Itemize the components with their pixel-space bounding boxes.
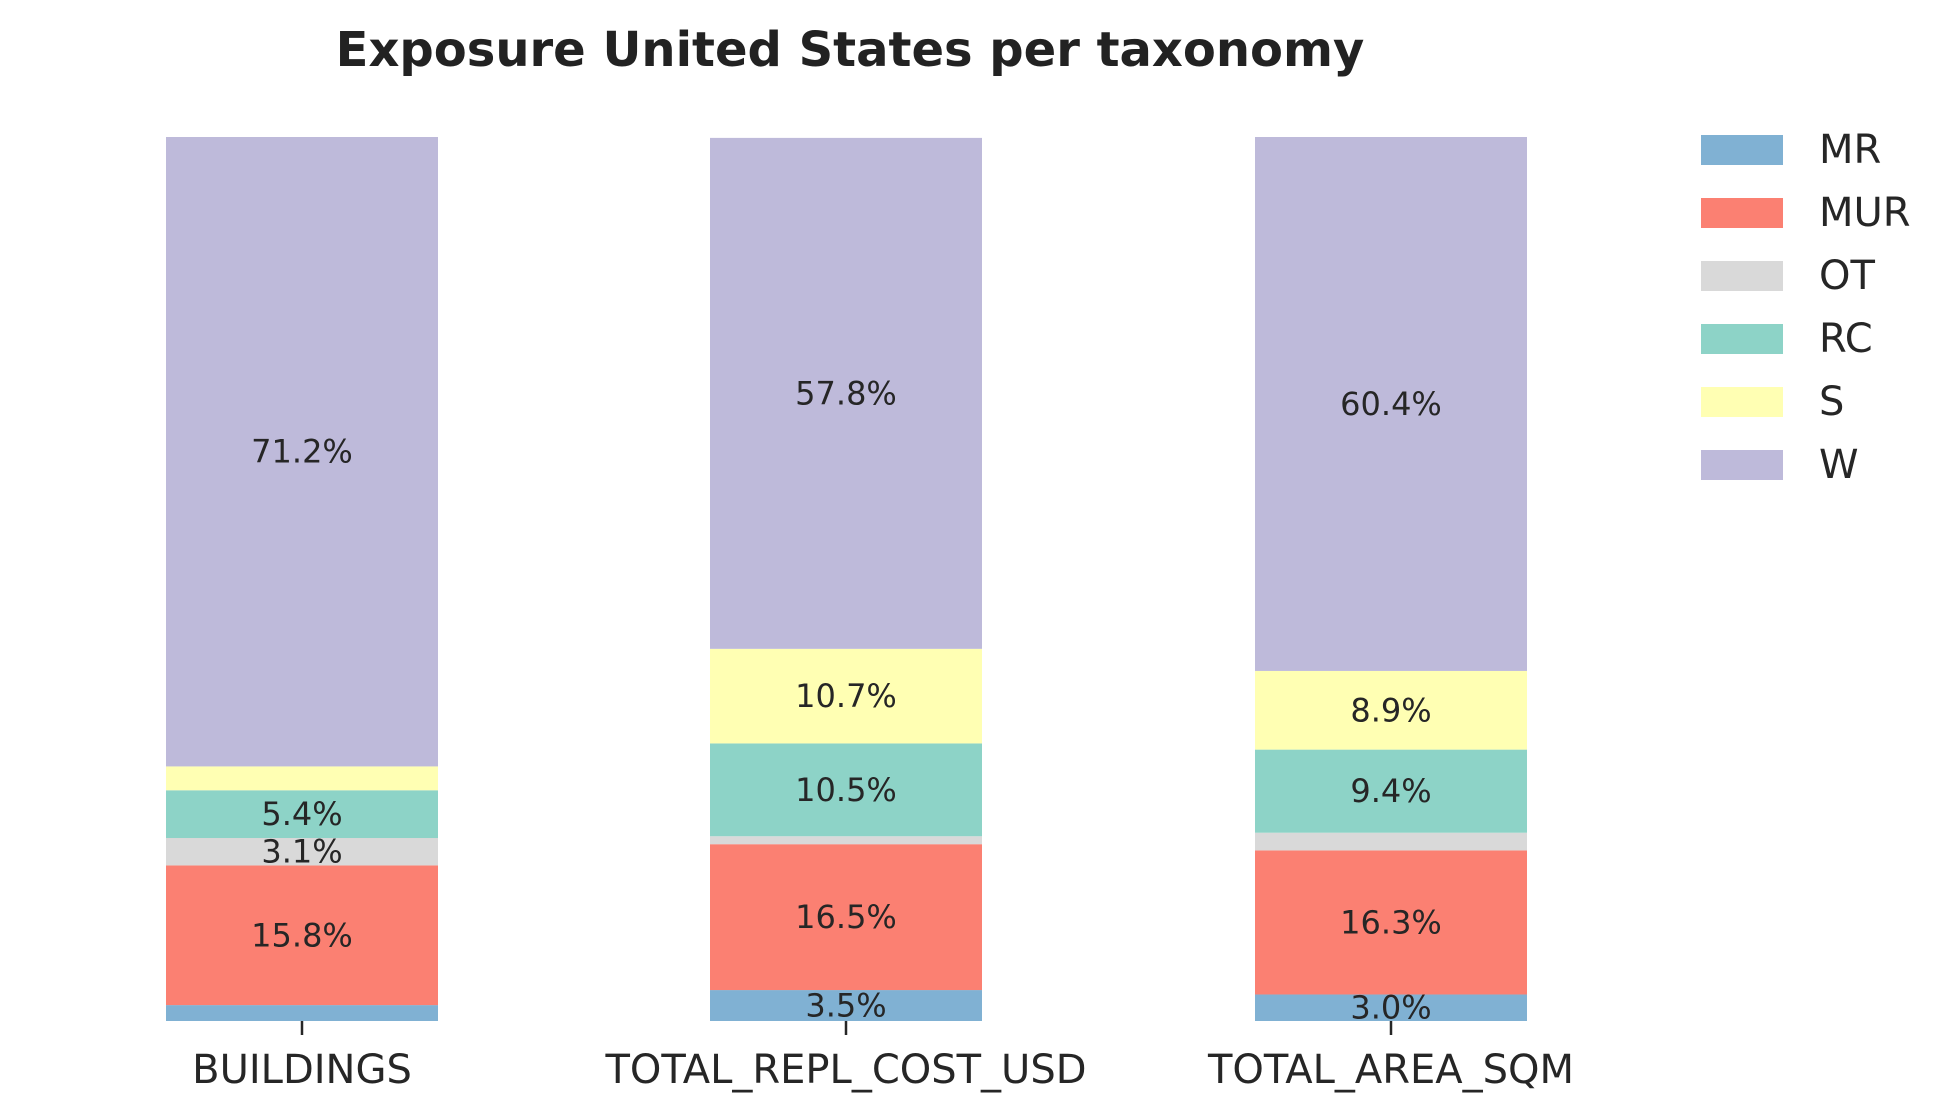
data-label-s-total_repl_cost_usd: 10.7%	[795, 677, 897, 715]
data-label-w-total_repl_cost_usd: 57.8%	[795, 374, 897, 412]
data-label-mur-total_area_sqm: 16.3%	[1340, 903, 1442, 941]
bar-segment-rc-total_repl_cost_usd	[710, 743, 982, 837]
data-label-rc-total_repl_cost_usd: 10.5%	[795, 771, 897, 809]
bar-segment-w-total_repl_cost_usd	[710, 137, 982, 649]
data-label-s-total_area_sqm: 8.9%	[1350, 691, 1431, 729]
legend-label-mr: MR	[1819, 127, 1881, 173]
data-label-mr-total_area_sqm: 3.0%	[1350, 989, 1431, 1027]
bar-segment-mur-total_area_sqm	[1255, 850, 1527, 995]
x-tick-label-total_repl_cost_usd: TOTAL_REPL_COST_USD	[604, 1047, 1086, 1093]
legend-swatch-rc	[1701, 324, 1783, 354]
bar-segment-w-total_area_sqm	[1255, 137, 1527, 671]
x-axis: BUILDINGS TOTAL_REPL_COST_USD TOTAL_AREA_S…	[192, 1021, 1574, 1093]
data-label-rc-buildings: 5.4%	[261, 795, 342, 833]
bar-segment-mur-total_repl_cost_usd	[710, 844, 982, 991]
legend-label-rc: RC	[1819, 316, 1873, 362]
data-label-mur-total_repl_cost_usd: 16.5%	[795, 898, 897, 936]
legend-label-s: S	[1819, 379, 1844, 425]
x-tick-label-buildings: BUILDINGS	[192, 1047, 412, 1093]
data-label-ot-buildings: 3.1%	[261, 833, 342, 871]
legend-swatch-ot	[1701, 261, 1783, 291]
data-label-rc-total_area_sqm: 9.4%	[1350, 772, 1431, 810]
legend-label-mur: MUR	[1819, 190, 1911, 236]
bar-segment-s-total_repl_cost_usd	[710, 648, 982, 744]
legend-swatch-mur	[1701, 198, 1783, 228]
legend-swatch-mr	[1701, 135, 1783, 165]
bar-segment-ot-total_repl_cost_usd	[710, 836, 982, 845]
data-label-mr-total_repl_cost_usd: 3.5%	[805, 987, 886, 1025]
legend-label-w: W	[1819, 442, 1859, 488]
plot-area: 15.8% 3.1%5.4% 71.2% 3.5% 16.5% 10.5% 10.7% 57.…	[166, 137, 1527, 1027]
legend: MR MUR OT RC SW	[1701, 127, 1911, 488]
bar-segment-ot-total_area_sqm	[1255, 832, 1527, 851]
data-label-w-total_area_sqm: 60.4%	[1340, 385, 1442, 423]
bar-segment-s-buildings	[166, 766, 438, 791]
bar-segment-w-buildings	[166, 137, 438, 767]
bar-segment-mr-total_repl_cost_usd	[710, 990, 982, 1021]
legend-swatch-s	[1701, 387, 1783, 417]
legend-swatch-w	[1701, 450, 1783, 480]
bar-segment-s-total_area_sqm	[1255, 670, 1527, 750]
data-label-mur-buildings: 15.8%	[251, 916, 353, 954]
bar-segment-mr-total_area_sqm	[1255, 994, 1527, 1021]
bar-segment-mr-buildings	[166, 1005, 438, 1021]
chart-title: Exposure United States per taxonomy	[336, 22, 1365, 78]
bar-segment-rc-buildings	[166, 790, 438, 839]
bar-segment-ot-buildings	[166, 838, 438, 866]
data-label-w-buildings: 71.2%	[251, 433, 353, 471]
bar-segment-rc-total_area_sqm	[1255, 749, 1527, 833]
x-tick-label-total_area_sqm: TOTAL_AREA_SQM	[1207, 1047, 1574, 1093]
bar-segment-mur-buildings	[166, 865, 438, 1006]
legend-label-ot: OT	[1819, 253, 1875, 299]
